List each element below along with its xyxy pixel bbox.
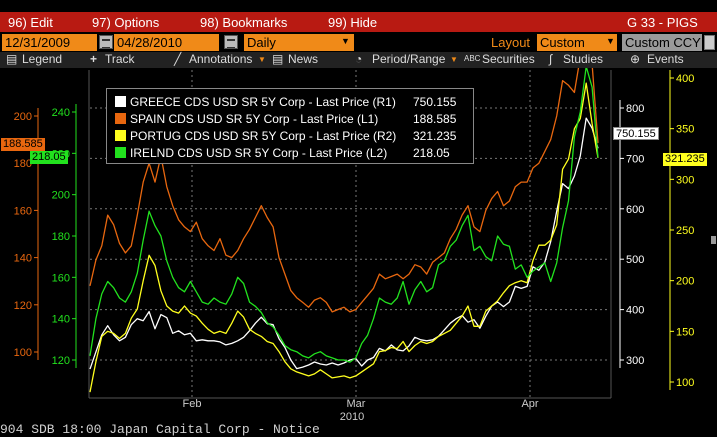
- series-line-spain: [89, 68, 599, 313]
- menu-item-options[interactable]: 97) Options: [92, 15, 160, 30]
- toolbar-news[interactable]: News: [288, 52, 319, 66]
- chart-area: 1001201401601802001201401601802002202403…: [14, 68, 716, 422]
- axis-tick-label-r2: 400: [676, 73, 694, 85]
- layout-select[interactable]: Custom: [537, 34, 617, 51]
- axis-tick-label-r2: 350: [676, 124, 694, 136]
- toolbar-securities[interactable]: Securities: [482, 52, 535, 66]
- toolbar-annotations[interactable]: Annotations: [189, 52, 253, 66]
- axis-tick-label-r1: 500: [626, 254, 644, 266]
- legend-value-portugal: 321.235: [413, 129, 457, 143]
- axis-tick-label-l2: 160: [52, 272, 70, 284]
- layout-label: Layout: [491, 35, 531, 50]
- legend-icon[interactable]: ▤: [6, 52, 18, 66]
- legend-value-ireland: 218.05: [413, 146, 450, 160]
- toolbar-track[interactable]: Track: [105, 52, 135, 66]
- chart-axes: 1001201401601802001201401601802002202403…: [14, 70, 694, 390]
- period-select[interactable]: Daily: [244, 34, 354, 51]
- legend-label: PORTUG CDS USD SR 5Y Corp - Last Price (…: [130, 129, 397, 143]
- legend-value-greece: 750.155: [413, 95, 457, 109]
- toolbar-studies[interactable]: Studies: [563, 52, 604, 66]
- axis-tick-label-r1: 600: [626, 204, 644, 216]
- axis-tick-label-r1: 400: [626, 305, 644, 317]
- legend-swatch: [115, 96, 126, 107]
- x-tick-label: Apr: [521, 398, 538, 410]
- legend-entry-ireland: IRELND CDS USD SR 5Y Corp - Last Price (…: [115, 146, 387, 160]
- x-year-label: 2010: [340, 411, 364, 422]
- legend-label: SPAIN CDS USD SR 5Y Corp - Last Price (L…: [130, 112, 379, 126]
- menu-item-bookmarks[interactable]: 98) Bookmarks: [200, 15, 288, 30]
- end-calendar-icon[interactable]: [224, 35, 238, 49]
- axis-tick-label-r2: 250: [676, 225, 694, 237]
- annotation-pen-icon[interactable]: ╱: [174, 52, 182, 66]
- axis-tick-label-l1: 120: [14, 300, 32, 312]
- period-range-dropdown-icon[interactable]: ▼: [450, 55, 458, 64]
- legend-swatch: [115, 130, 126, 141]
- axis-tick-label-l2: 120: [52, 355, 70, 367]
- toolbar-period-range[interactable]: Period/Range: [372, 52, 446, 66]
- legend-entry-greece: GREECE CDS USD SR 5Y Corp - Last Price (…: [115, 95, 396, 109]
- menu-bar: 96) Edit 97) Options 98) Bookmarks 99) H…: [0, 12, 717, 32]
- portugal-last-price-tag: 321.235: [663, 153, 707, 166]
- securities-icon[interactable]: ABC: [464, 54, 481, 63]
- legend-swatch: [115, 113, 126, 124]
- legend-entry-spain: SPAIN CDS USD SR 5Y Corp - Last Price (L…: [115, 112, 378, 126]
- ireland-last-price-tag: 218.05: [30, 151, 68, 164]
- series-line-portug: [89, 82, 599, 393]
- axis-tick-label-r1: 700: [626, 153, 644, 165]
- currency-button[interactable]: [704, 35, 715, 50]
- start-calendar-icon[interactable]: [99, 35, 113, 49]
- end-date-field[interactable]: 04/28/2010: [114, 34, 219, 51]
- period-range-icon[interactable]: ◔: [355, 52, 363, 66]
- legend-label: GREECE CDS USD SR 5Y Corp - Last Price (…: [130, 95, 396, 109]
- studies-icon[interactable]: ∫: [549, 52, 553, 66]
- spain-last-price-tag: 188.585: [1, 138, 45, 151]
- news-ticker: 904 SDB 18:00 Japan Capital Corp - Notic…: [0, 422, 320, 437]
- toolbar-events[interactable]: Events: [647, 52, 684, 66]
- axis-tick-label-l1: 160: [14, 205, 32, 217]
- axis-tick-label-l2: 240: [52, 107, 70, 119]
- track-icon[interactable]: +: [90, 52, 98, 66]
- layout-dropdown-icon[interactable]: ▼: [606, 36, 615, 46]
- legend-label: IRELND CDS USD SR 5Y Corp - Last Price (…: [130, 146, 388, 160]
- axis-tick-label-l1: 140: [14, 253, 32, 265]
- axis-tick-label-r2: 200: [676, 276, 694, 288]
- axis-tick-label-l1: 200: [14, 111, 32, 123]
- events-icon[interactable]: ⊕: [630, 52, 641, 66]
- axis-tick-label-r2: 150: [676, 326, 694, 338]
- series-line-greece: [89, 117, 599, 370]
- axis-tick-label-r1: 300: [626, 355, 644, 367]
- scrollbar-handle[interactable]: [711, 236, 716, 244]
- chart-series: [89, 68, 599, 393]
- x-tick-label: Mar: [347, 398, 366, 410]
- axis-tick-label-l1: 180: [14, 158, 32, 170]
- start-date-field[interactable]: 12/31/2009: [2, 34, 97, 51]
- axis-tick-label-r2: 100: [676, 377, 694, 389]
- x-axis: Feb Mar Apr 2010: [183, 398, 539, 422]
- news-icon[interactable]: ▤: [272, 52, 284, 66]
- axis-tick-label-l1: 100: [14, 347, 32, 359]
- legend-entry-portugal: PORTUG CDS USD SR 5Y Corp - Last Price (…: [115, 129, 396, 143]
- currency-select[interactable]: Custom CCY: [622, 34, 702, 51]
- menu-item-edit[interactable]: 96) Edit: [8, 15, 53, 30]
- axis-tick-label-l2: 200: [52, 190, 70, 202]
- chart-legend[interactable]: GREECE CDS USD SR 5Y Corp - Last Price (…: [106, 88, 474, 164]
- axis-tick-label-r2: 300: [676, 174, 694, 186]
- toolbar-legend[interactable]: Legend: [22, 52, 63, 66]
- series-line-irelnd: [89, 68, 599, 363]
- axis-tick-label-l2: 180: [52, 231, 70, 243]
- chart-toolbar: ▤ Legend + Track ╱ Annotations ▼ ▤ News …: [0, 52, 717, 68]
- annotations-dropdown-icon[interactable]: ▼: [258, 55, 266, 64]
- greece-last-price-tag: 750.155: [613, 127, 659, 140]
- legend-swatch: [115, 147, 126, 158]
- axis-tick-label-r1: 800: [626, 103, 644, 115]
- axis-tick-label-l2: 140: [52, 314, 70, 326]
- menu-item-hide[interactable]: 99) Hide: [328, 15, 378, 30]
- x-tick-label: Feb: [183, 398, 202, 410]
- period-dropdown-icon[interactable]: ▼: [341, 36, 350, 46]
- chart-code-label: G 33 - PIGS: [627, 15, 698, 30]
- legend-value-spain: 188.585: [413, 112, 457, 126]
